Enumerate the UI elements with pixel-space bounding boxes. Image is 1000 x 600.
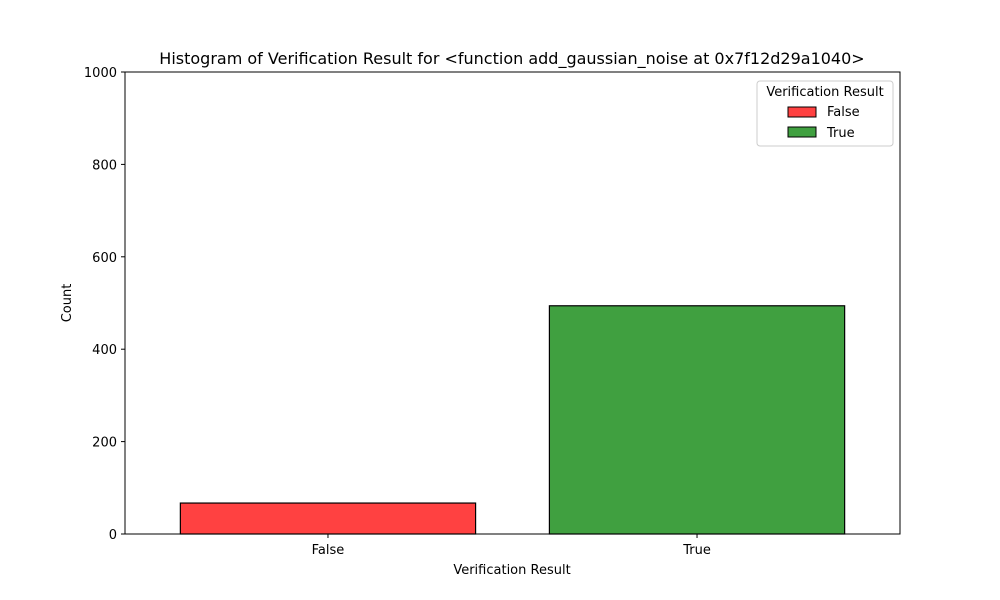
y-tick-label: 0 bbox=[109, 528, 117, 543]
bar-true bbox=[548, 305, 846, 535]
bar-false bbox=[179, 502, 477, 535]
y-tick-label: 200 bbox=[92, 436, 117, 451]
legend-title: Verification Result bbox=[766, 85, 883, 100]
x-tick-label: True bbox=[682, 543, 711, 558]
x-axis-label: Verification Result bbox=[453, 563, 570, 578]
x-axis-ticks: False True bbox=[312, 534, 711, 558]
legend-label-false: False bbox=[827, 105, 860, 120]
legend-label-true: True bbox=[826, 126, 855, 141]
legend-swatch-true bbox=[787, 126, 817, 138]
legend: Verification Result False True bbox=[756, 80, 894, 147]
y-tick-label: 600 bbox=[92, 251, 117, 266]
plot-frame bbox=[124, 71, 901, 535]
y-tick-label: 400 bbox=[92, 343, 117, 358]
legend-swatch-false bbox=[787, 106, 817, 118]
y-tick-label: 800 bbox=[92, 158, 117, 173]
chart-title: Histogram of Verification Result for <fu… bbox=[159, 49, 864, 69]
bars-group bbox=[179, 305, 846, 535]
y-tick-label: 1000 bbox=[84, 66, 117, 81]
x-tick-label: False bbox=[312, 543, 345, 558]
y-axis-ticks: 0 200 400 600 800 1000 bbox=[84, 66, 125, 543]
y-axis-label: Count bbox=[60, 284, 75, 323]
